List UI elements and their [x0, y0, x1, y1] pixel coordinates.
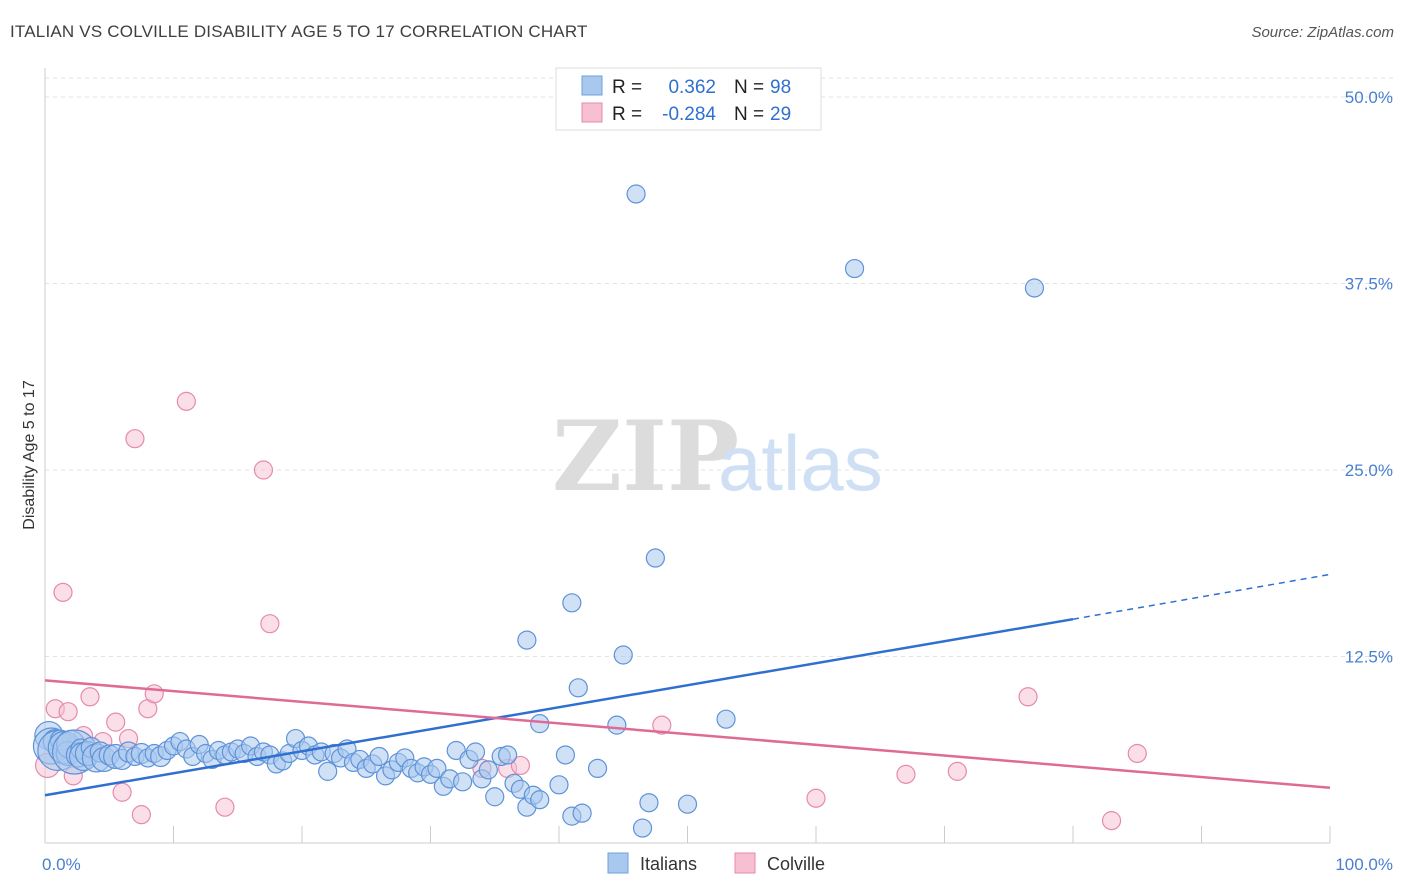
watermark-atlas: atlas [718, 419, 883, 507]
italians-point-91 [677, 794, 698, 814]
colville-point-14 [144, 684, 164, 704]
italians-point-102 [716, 709, 736, 729]
italians-point-77 [485, 787, 505, 807]
gridlines [45, 77, 1395, 657]
y-axis-label: Disability Age 5 to 17 [21, 380, 38, 530]
x-tick-labels: 0.0% 100.0% [42, 855, 1393, 874]
data-points [32, 184, 1147, 838]
italians-point-74 [465, 742, 486, 762]
colville-point-23 [896, 764, 916, 784]
watermark: ZIP atlas [552, 400, 883, 513]
italians-point-94 [1024, 278, 1045, 298]
italians-point-100 [530, 714, 550, 734]
italians-point-86 [555, 745, 576, 765]
legend-n-value-colville: 29 [770, 104, 791, 125]
colville-point-2 [53, 582, 73, 602]
italians-point-68 [427, 758, 447, 779]
y-tick-label-3: 50.0% [1345, 88, 1393, 107]
colville-point-11 [125, 429, 145, 449]
colville-point-3 [58, 702, 78, 722]
italians-point-96 [562, 593, 582, 613]
italians-point-85 [549, 775, 569, 795]
colville-point-12 [131, 805, 151, 825]
colville-point-24 [947, 761, 967, 781]
x-tick-label-1: 100.0% [1335, 855, 1393, 874]
chart-title: ITALIAN VS COLVILLE DISABILITY AGE 5 TO … [10, 22, 588, 41]
italians-point-84 [530, 790, 550, 810]
italians-point-99 [568, 678, 588, 698]
colville-point-15 [176, 391, 196, 411]
bottom-legend-colville: Colville [767, 854, 825, 874]
italians-point-95 [645, 548, 665, 568]
x-tick-label-0: 0.0% [42, 855, 81, 874]
legend-swatch-italians [581, 75, 603, 96]
legend-r-label-italians: R = [612, 77, 642, 98]
italians-trend-extension [1072, 573, 1331, 620]
legend-r-value-italians: 0.362 [668, 77, 716, 98]
colville-point-18 [260, 614, 280, 634]
colville-point-16 [215, 797, 235, 817]
italians-trend-line [44, 617, 1074, 797]
y-tick-label-1: 25.0% [1345, 461, 1393, 480]
legend-n-label-italians: N = [734, 77, 764, 98]
italians-point-59 [369, 746, 389, 767]
colville-point-27 [1127, 743, 1147, 764]
trend-lines [44, 573, 1331, 797]
italians-point-103 [632, 818, 653, 838]
bottom-legend-swatch-colville [734, 852, 756, 874]
colville-trend-line [44, 679, 1331, 790]
italians-point-88 [572, 803, 592, 823]
italians-point-92 [626, 184, 646, 204]
italians-point-97 [517, 630, 537, 650]
legend-r-label-colville: R = [612, 104, 642, 125]
legend-r-value-colville: -0.284 [662, 104, 716, 125]
colville-point-26 [1101, 811, 1122, 831]
colville-point-17 [253, 460, 274, 480]
legend-n-value-italians: 98 [770, 77, 791, 98]
colville-point-6 [80, 687, 100, 707]
colville-point-28 [510, 755, 531, 776]
italians-point-98 [613, 645, 633, 665]
bottom-legend-italians: Italians [640, 854, 697, 874]
legend: R = 0.362 N = 98 R = -0.284 N = 29 [555, 67, 822, 131]
axes [44, 68, 1331, 844]
legend-swatch-colville [581, 102, 603, 123]
y-tick-label-2: 37.5% [1345, 275, 1393, 294]
bottom-legend-swatch-italians [607, 852, 629, 874]
italians-point-51 [318, 761, 338, 781]
italians-point-101 [607, 715, 627, 735]
bottom-legend: Italians Colville [607, 852, 825, 874]
colville-point-22 [806, 788, 826, 808]
italians-point-90 [639, 793, 659, 813]
italians-point-79 [498, 745, 518, 765]
y-tick-label-0: 12.5% [1345, 648, 1393, 667]
italians-point-72 [453, 772, 473, 792]
watermark-zip: ZIP [552, 400, 739, 513]
colville-point-8 [106, 712, 126, 732]
y-tick-labels: 12.5% 25.0% 37.5% 50.0% [1345, 88, 1393, 667]
colville-point-25 [1018, 687, 1038, 707]
italians-point-93 [844, 258, 865, 279]
italians-point-76 [478, 760, 498, 780]
chart-source: Source: ZipAtlas.com [1251, 24, 1394, 41]
colville-point-9 [112, 782, 132, 802]
colville-point-21 [652, 715, 672, 735]
italians-point-89 [587, 758, 608, 779]
legend-n-label-colville: N = [734, 104, 764, 125]
